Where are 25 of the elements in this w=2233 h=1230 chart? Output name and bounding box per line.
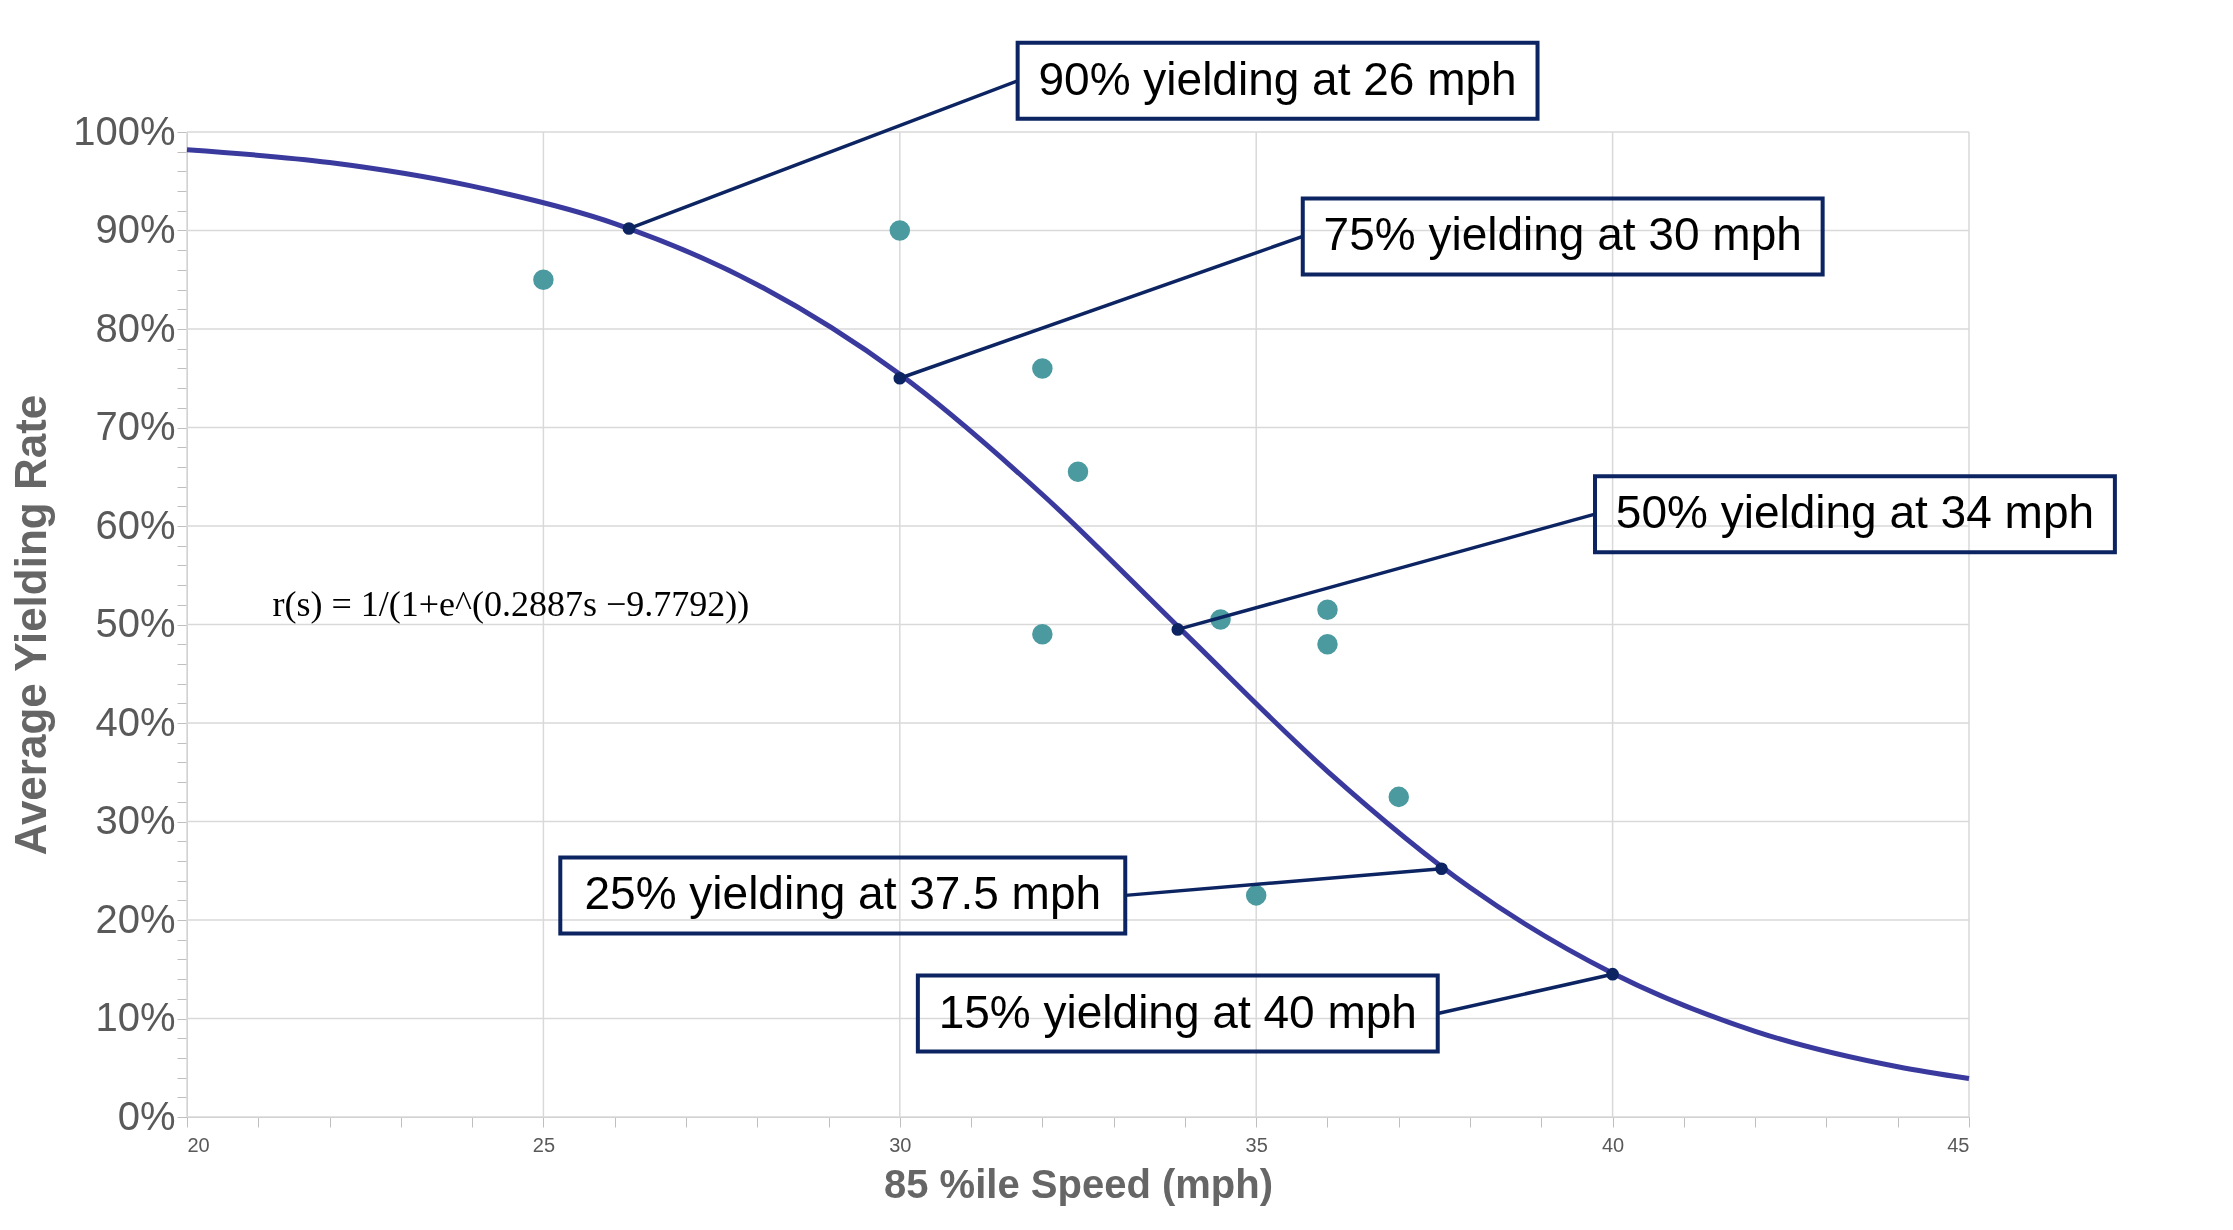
y-tick-label: 10% — [95, 995, 176, 1039]
y-tick-label: 60% — [95, 502, 176, 547]
y-tick-label: 20% — [95, 896, 176, 941]
x-axis-title: 85 %ile Speed (mph) — [884, 1161, 1273, 1206]
x-tick-label: 40 — [1601, 1133, 1625, 1156]
y-tick-label: 50% — [95, 601, 176, 645]
x-tick-label: 20 — [187, 1133, 210, 1156]
annotation: 15% yielding at 40 mph — [938, 985, 1417, 1038]
y-tick-label: 30% — [95, 798, 176, 842]
y-tick-label: 70% — [95, 404, 176, 448]
x-tick-label: 35 — [1245, 1133, 1268, 1156]
y-tick-label: 40% — [95, 699, 176, 744]
x-tick-label: 25 — [532, 1133, 556, 1156]
y-axis-title: Average Yielding Rate — [6, 394, 56, 856]
annotation: 90% yielding at 26 mph — [1038, 52, 1517, 105]
annotation: r(s) = 1/(1+e^(0.2887s −9.7792)) — [272, 583, 750, 624]
y-tick-label: 80% — [95, 305, 176, 350]
y-tick-label: 90% — [95, 207, 176, 251]
x-tick-label: 30 — [889, 1133, 912, 1156]
y-tick-label: 100% — [73, 108, 176, 153]
annotation: 50% yielding at 34 mph — [1615, 486, 2095, 539]
y-tick-label: 0% — [117, 1093, 176, 1138]
x-tick-label: 45 — [1947, 1133, 1970, 1156]
annotation: 25% yielding at 37.5 mph — [584, 867, 1102, 920]
annotation: 75% yielding at 30 mph — [1323, 208, 1802, 261]
